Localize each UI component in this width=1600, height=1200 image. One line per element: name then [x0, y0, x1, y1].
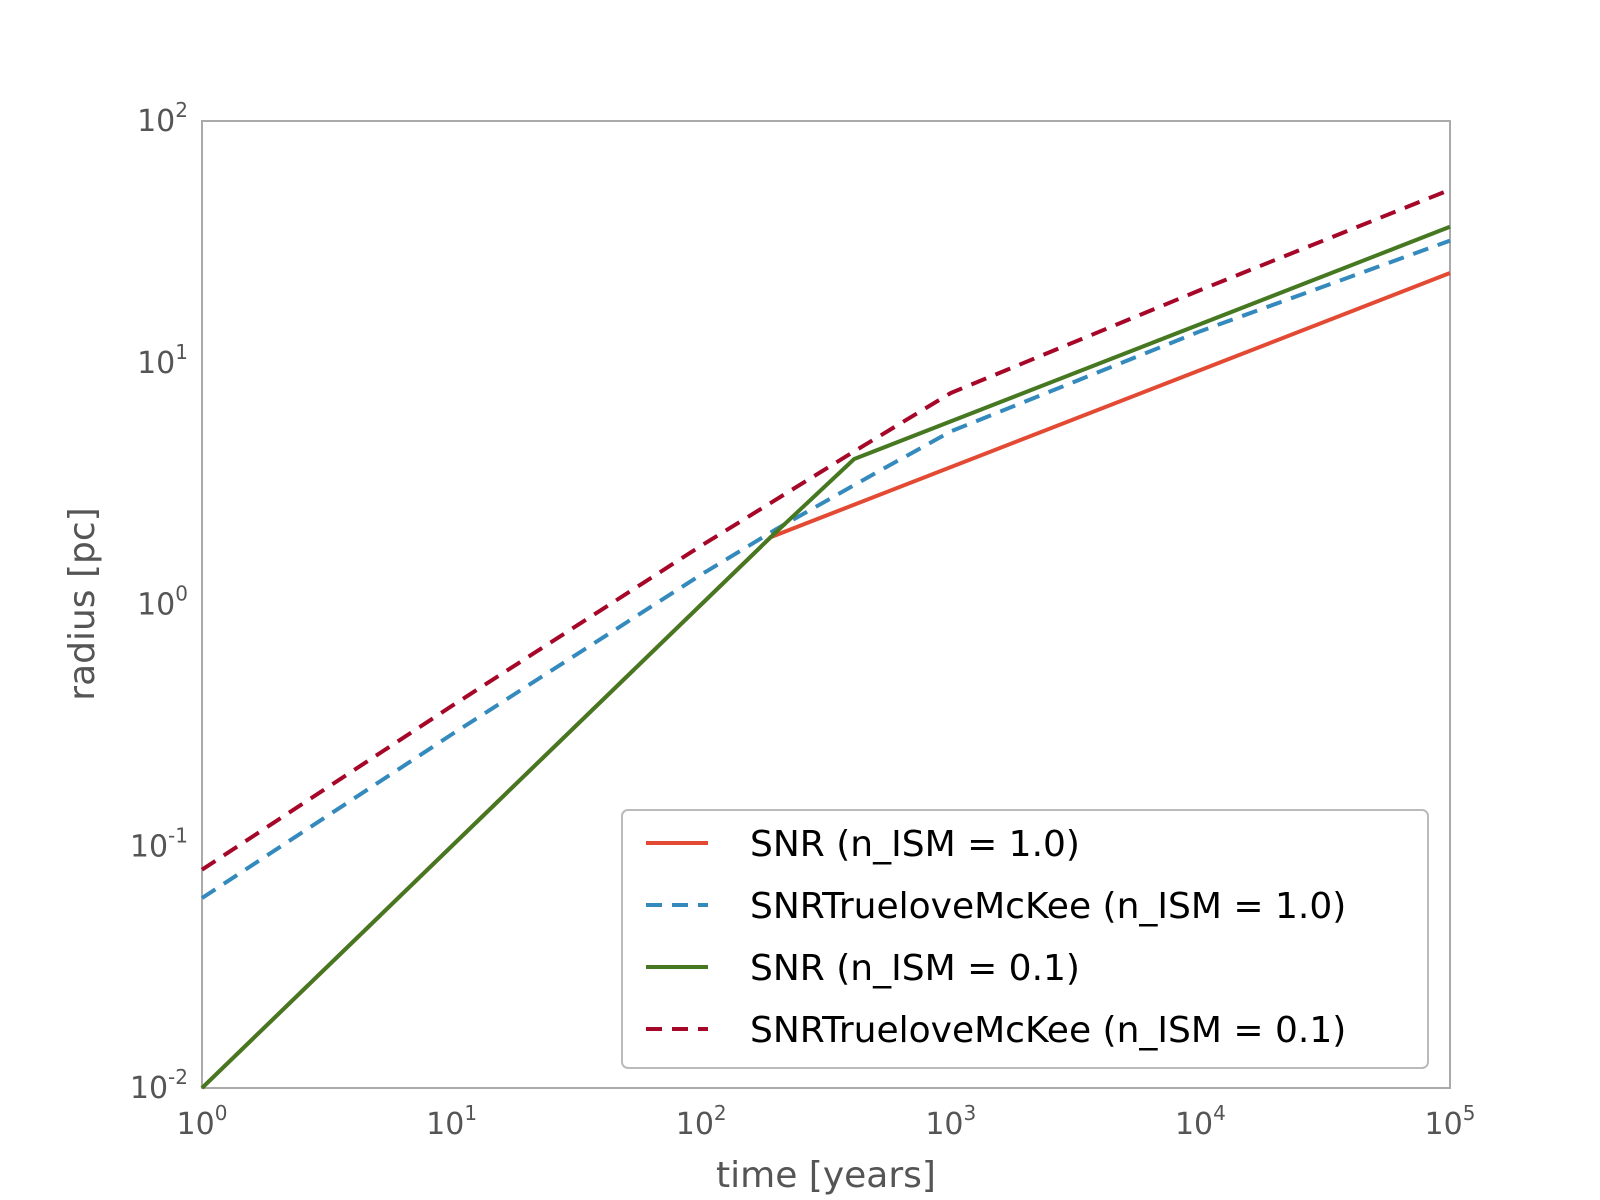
y-tick-label-1: 10-1 — [130, 823, 188, 864]
legend-box — [621, 809, 1429, 1069]
y-tick-label-0-base: 10 — [130, 1071, 168, 1106]
x-tick-label-5: 105 — [1425, 1101, 1476, 1142]
x-tick-label-4: 104 — [1175, 1101, 1226, 1142]
x-tick-label-2-exp: 2 — [714, 1101, 727, 1125]
x-tick-label-3: 103 — [925, 1101, 976, 1142]
y-tick-label-0: 10-2 — [130, 1065, 188, 1106]
legend-label-3: SNR (n_ISM = 0.1) — [750, 948, 1080, 989]
y-tick-label-2: 100 — [137, 582, 188, 623]
x-tick-label-0: 100 — [177, 1101, 228, 1142]
series-layer — [200, 187, 1451, 1090]
x-tick-label-2-base: 10 — [676, 1107, 714, 1142]
legend-entries: SNR (n_ISM = 1.0) SNRTrueloveMcKee (n_ISM… — [646, 824, 1346, 1051]
x-axis-label: time [years] — [716, 1155, 936, 1196]
y-tick-label-2-base: 10 — [137, 588, 175, 623]
y-tick-label-4-exp: 2 — [175, 98, 188, 122]
y-tick-label-1-exp: -1 — [168, 823, 188, 847]
x-tick-label-1-exp: 1 — [464, 1101, 477, 1125]
x-tick-label-2: 102 — [676, 1101, 727, 1142]
y-tick-label-2-exp: 0 — [175, 582, 188, 606]
x-tick-label-1-base: 10 — [426, 1107, 464, 1142]
y-tick-label-4-base: 10 — [137, 104, 175, 139]
series-line-2 — [200, 238, 1451, 900]
y-tick-label-3-exp: 1 — [175, 340, 188, 364]
y-tick-label-1-base: 10 — [130, 829, 168, 864]
series-line-3 — [200, 224, 1451, 1090]
x-tick-label-0-base: 10 — [177, 1107, 215, 1142]
legend-label-2: SNRTrueloveMcKee (n_ISM = 1.0) — [750, 886, 1346, 927]
y-tick-label-3-base: 10 — [137, 346, 175, 381]
x-tick-label-4-exp: 4 — [1213, 1101, 1226, 1125]
series-line-4 — [200, 187, 1451, 872]
x-tick-label-5-exp: 5 — [1463, 1101, 1476, 1125]
x-tick-label-3-exp: 3 — [964, 1101, 977, 1125]
y-tick-label-3: 101 — [137, 340, 188, 381]
legend-label-1: SNR (n_ISM = 1.0) — [750, 824, 1080, 865]
x-tick-label-5-base: 10 — [1425, 1107, 1463, 1142]
x-tick-label-4-base: 10 — [1175, 1107, 1213, 1142]
y-axis-label: radius [pc] — [62, 507, 103, 700]
x-tick-label-0-exp: 0 — [215, 1101, 228, 1125]
x-tick-labels: 100 101 102 103 104 105 — [177, 1101, 1476, 1142]
y-tick-label-0-exp: -2 — [168, 1065, 188, 1089]
x-tick-label-3-base: 10 — [925, 1107, 963, 1142]
x-tick-label-1: 101 — [426, 1101, 477, 1142]
y-tick-label-4: 102 — [137, 98, 188, 139]
legend-label-4: SNRTrueloveMcKee (n_ISM = 0.1) — [750, 1010, 1346, 1051]
legend: SNR (n_ISM = 1.0) SNRTrueloveMcKee (n_ISM… — [621, 809, 1429, 1069]
